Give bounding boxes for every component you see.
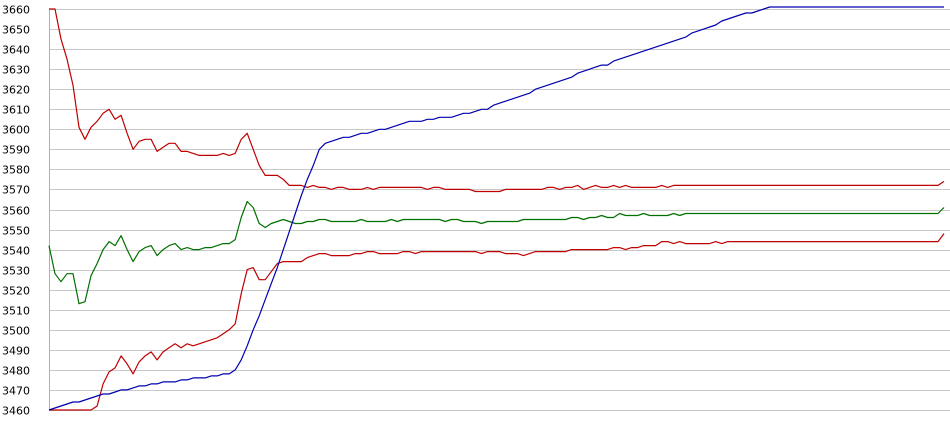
- y-tick-label-3560: 3560: [2, 205, 30, 218]
- y-tick-label-3640: 3640: [2, 44, 30, 57]
- y-tick-label-3600: 3600: [2, 124, 30, 137]
- y-tick-label-3550: 3550: [2, 225, 30, 238]
- y-tick-label-3540: 3540: [2, 245, 30, 258]
- grid-lines: [49, 9, 950, 411]
- series-line-3: [49, 233, 945, 411]
- y-tick-label-3630: 3630: [2, 64, 30, 77]
- y-tick-label-3620: 3620: [2, 84, 30, 97]
- y-tick-label-3480: 3480: [2, 365, 30, 378]
- y-tick-label-3610: 3610: [2, 104, 30, 117]
- y-tick-label-3500: 3500: [2, 325, 30, 338]
- y-tick-labels: 3460 3470 3480 3490 3500 3510 3520 3530 3540 3550…: [2, 4, 30, 418]
- y-tick-label-3520: 3520: [2, 285, 30, 298]
- series-lines: [48, 6, 945, 411]
- y-tick-label-3590: 3590: [2, 144, 30, 157]
- y-tick-label-3510: 3510: [2, 305, 30, 318]
- y-tick-label-3570: 3570: [2, 184, 30, 197]
- y-tick-label-3490: 3490: [2, 345, 30, 358]
- y-tick-label-3580: 3580: [2, 164, 30, 177]
- series-line-4: [48, 6, 944, 411]
- y-tick-label-3660: 3660: [2, 4, 30, 17]
- y-tick-label-3460: 3460: [2, 405, 30, 418]
- y-tick-label-3530: 3530: [2, 265, 30, 278]
- series-line-1: [49, 8, 945, 193]
- y-tick-label-3650: 3650: [2, 24, 30, 37]
- y-tick-label-3470: 3470: [2, 385, 30, 398]
- series-line-2: [48, 200, 945, 305]
